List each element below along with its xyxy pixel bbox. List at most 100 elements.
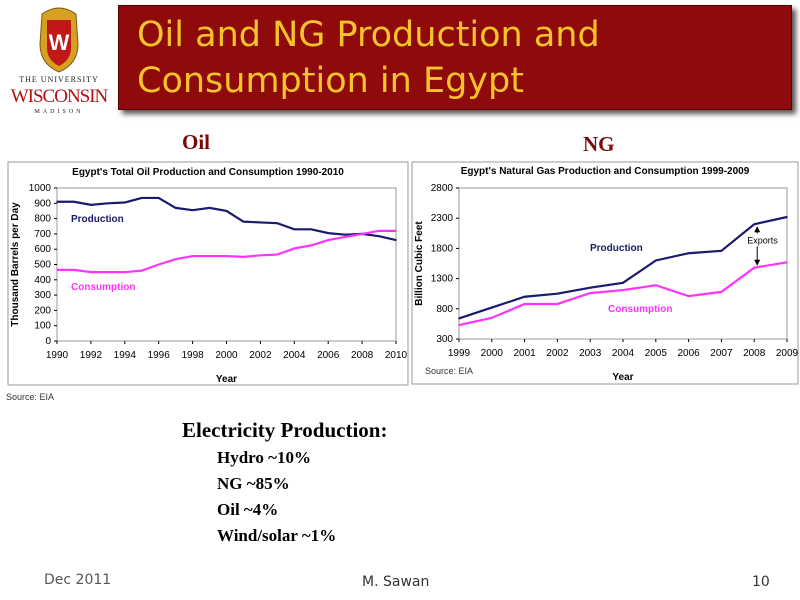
data-point: [361, 233, 363, 235]
data-point: [140, 269, 143, 272]
data-point: [276, 253, 279, 256]
x-tick-label: 2008: [351, 350, 374, 361]
y-axis-label: Thousand Barrels per Day: [10, 202, 21, 327]
y-tick-label: 1300: [431, 274, 454, 285]
logo-text: THE UNIVERSITY: [19, 75, 99, 84]
data-point: [73, 269, 75, 271]
y-tick-label: 1000: [29, 183, 52, 194]
data-point: [124, 201, 126, 204]
ng-chart-label: NG: [583, 132, 615, 156]
data-point: [208, 255, 211, 257]
data-point: [344, 236, 346, 238]
data-point: [622, 289, 624, 291]
data-point: [344, 233, 346, 236]
x-tick-label: 2000: [481, 348, 504, 359]
x-axis-label: Year: [216, 374, 237, 385]
data-point: [753, 266, 755, 269]
data-point: [293, 228, 296, 231]
x-tick-label: 2004: [283, 350, 306, 361]
data-point: [276, 222, 279, 224]
data-point: [259, 221, 262, 224]
slide-title: Oil and NG Production and Consumption in…: [137, 12, 600, 104]
y-tick-label: 600: [34, 244, 51, 255]
arrow-head-down-icon: [754, 259, 761, 266]
data-point: [107, 271, 109, 273]
y-tick-label: 2300: [431, 213, 454, 224]
x-tick-label: 1998: [181, 350, 204, 361]
electricity-heading: Electricity Production:: [182, 418, 388, 442]
data-point: [310, 228, 313, 231]
chart-frame: [411, 161, 799, 385]
exports-label-bg: [745, 233, 784, 247]
data-point: [378, 230, 380, 232]
data-point: [753, 223, 755, 226]
data-point: [786, 261, 788, 264]
electricity-item: Wind/solar ~1%: [217, 526, 337, 545]
y-tick-label: 900: [34, 198, 51, 209]
oil-chart: Egypt's Total Oil Production and Consump…: [6, 161, 409, 402]
data-point: [225, 210, 228, 212]
y-tick-label: 800: [34, 214, 51, 225]
electricity-item: Oil ~4%: [217, 500, 279, 519]
data-point: [786, 216, 788, 218]
data-point: [107, 202, 109, 205]
x-tick-label: 1992: [80, 350, 103, 361]
x-tick-label: 2000: [215, 350, 238, 361]
data-point: [174, 258, 177, 260]
logo-wordmark: WISCONSIN: [10, 86, 109, 107]
data-point: [458, 324, 460, 326]
data-point: [174, 207, 177, 209]
chart-frame: [7, 161, 409, 386]
footer-author: M. Sawan: [362, 574, 430, 590]
data-point: [458, 317, 460, 320]
y-tick-label: 400: [34, 275, 51, 286]
title-line-2: Consumption in Egypt: [137, 61, 524, 101]
x-tick-label: 1994: [114, 350, 137, 361]
data-point: [491, 306, 493, 309]
x-tick-label: 2008: [743, 348, 766, 359]
data-point: [556, 292, 559, 295]
y-tick-label: 700: [34, 229, 51, 240]
footer-date: Dec 2011: [44, 572, 112, 588]
x-tick-label: 2006: [317, 350, 340, 361]
data-point: [259, 254, 262, 257]
electricity-item: Hydro ~10%: [217, 448, 312, 467]
y-tick-label: 500: [34, 260, 51, 271]
data-point: [687, 295, 690, 297]
data-point: [225, 255, 228, 257]
data-point: [622, 282, 624, 284]
ng-chart: Egypt's Natural Gas Production and Consu…: [411, 161, 799, 385]
crest-icon: W: [39, 7, 79, 73]
data-point: [73, 200, 75, 203]
x-tick-label: 2001: [513, 348, 536, 359]
x-tick-label: 1996: [148, 350, 171, 361]
data-point: [208, 207, 211, 209]
title-banner: Oil and NG Production and Consumption in…: [118, 5, 792, 110]
x-tick-label: 2009: [776, 348, 799, 359]
series-label: Production: [590, 243, 643, 254]
data-point: [655, 284, 657, 287]
series-label: Consumption: [608, 304, 672, 315]
chart-title: Egypt's Total Oil Production and Consump…: [72, 167, 344, 178]
data-point: [523, 303, 526, 305]
data-point: [56, 269, 58, 271]
data-point: [327, 239, 330, 241]
y-tick-label: 200: [34, 305, 51, 316]
y-tick-label: 300: [34, 290, 51, 301]
data-point: [327, 232, 330, 234]
chart-title: Egypt's Natural Gas Production and Consu…: [461, 166, 750, 177]
logo-subtext: MADISON: [34, 109, 84, 115]
x-tick-label: 2005: [645, 348, 668, 359]
data-point: [687, 252, 690, 255]
x-tick-label: 2010: [385, 350, 408, 361]
data-point: [242, 220, 245, 223]
data-point: [140, 197, 143, 199]
page-number: 10: [752, 574, 770, 590]
data-point: [589, 286, 591, 289]
series-label: Consumption: [71, 282, 135, 293]
y-tick-label: 800: [436, 304, 453, 315]
x-tick-label: 2006: [677, 348, 700, 359]
series-label: Production: [71, 214, 124, 225]
data-point: [191, 209, 194, 211]
data-point: [655, 259, 657, 262]
